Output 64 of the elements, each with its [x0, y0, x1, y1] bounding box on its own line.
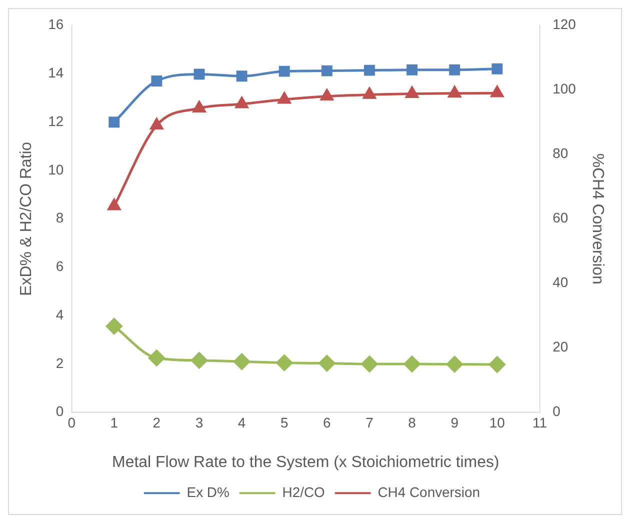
point [151, 76, 162, 86]
y-axis-title: ExD% & H2/CO Ratio [18, 142, 35, 296]
point [320, 89, 334, 101]
y-tick-label: 8 [56, 210, 64, 226]
y2-tick-label: 0 [552, 403, 561, 420]
y-tick-label: 14 [48, 64, 64, 81]
y2-tick-label: 100 [552, 80, 576, 97]
y-tick-label: 10 [48, 161, 64, 178]
point [321, 65, 332, 76]
y2-tick-label: 120 [552, 16, 576, 32]
y-tick-label: 12 [48, 112, 64, 129]
point [406, 86, 418, 98]
point [404, 356, 420, 372]
x-tick-label: 1 [110, 414, 118, 431]
point [191, 352, 208, 369]
point [361, 356, 378, 372]
point [192, 101, 206, 112]
x-axis-title: Metal Flow Rate to the System (x Stoichiometric times) [112, 454, 500, 471]
point [492, 63, 503, 74]
point [234, 353, 250, 370]
point [235, 96, 248, 108]
legend-label: CH4 Conversion [378, 484, 480, 500]
y2-tick-label: 80 [552, 145, 568, 162]
point [363, 87, 376, 99]
point [488, 356, 506, 373]
point [318, 355, 336, 372]
point [148, 350, 165, 366]
point [278, 66, 290, 77]
legend-label: H2/CO [282, 484, 326, 500]
point [194, 68, 205, 80]
point [150, 118, 164, 130]
point [108, 116, 120, 128]
x-tick-label: 2 [152, 414, 161, 431]
point [278, 92, 291, 104]
x-tick-label: 5 [280, 414, 288, 431]
y-tick-label: 4 [56, 306, 64, 322]
x-tick-label: 8 [408, 414, 416, 431]
x-tick-label: 0 [68, 414, 76, 431]
point [406, 64, 418, 76]
x-tick-label: 4 [238, 414, 246, 431]
x-tick-label: 6 [323, 414, 332, 431]
point [108, 198, 121, 210]
y2-tick-label: 40 [552, 274, 568, 290]
x-tick-label: 7 [366, 414, 374, 431]
y-tick-label: 6 [56, 258, 64, 274]
point [236, 70, 248, 82]
y-tick-label: 2 [56, 354, 64, 371]
y2-tick-label: 20 [552, 338, 568, 355]
point [449, 64, 460, 76]
point [364, 64, 375, 76]
y-tick-label: 0 [56, 403, 64, 420]
point [276, 354, 293, 372]
x-tick-label: 10 [489, 414, 506, 431]
point [106, 318, 122, 334]
y-tick-label: 16 [48, 16, 64, 32]
y2-tick-label: 60 [552, 210, 568, 226]
point [490, 86, 504, 98]
legend-label: Ex D% [186, 484, 230, 500]
point [446, 356, 463, 372]
x-tick-label: 11 [532, 414, 548, 431]
point [448, 86, 462, 98]
x-tick-label: 9 [450, 414, 459, 431]
x-tick-label: 3 [195, 414, 204, 431]
y2-axis-title: %CH4 Conversion [589, 153, 606, 284]
